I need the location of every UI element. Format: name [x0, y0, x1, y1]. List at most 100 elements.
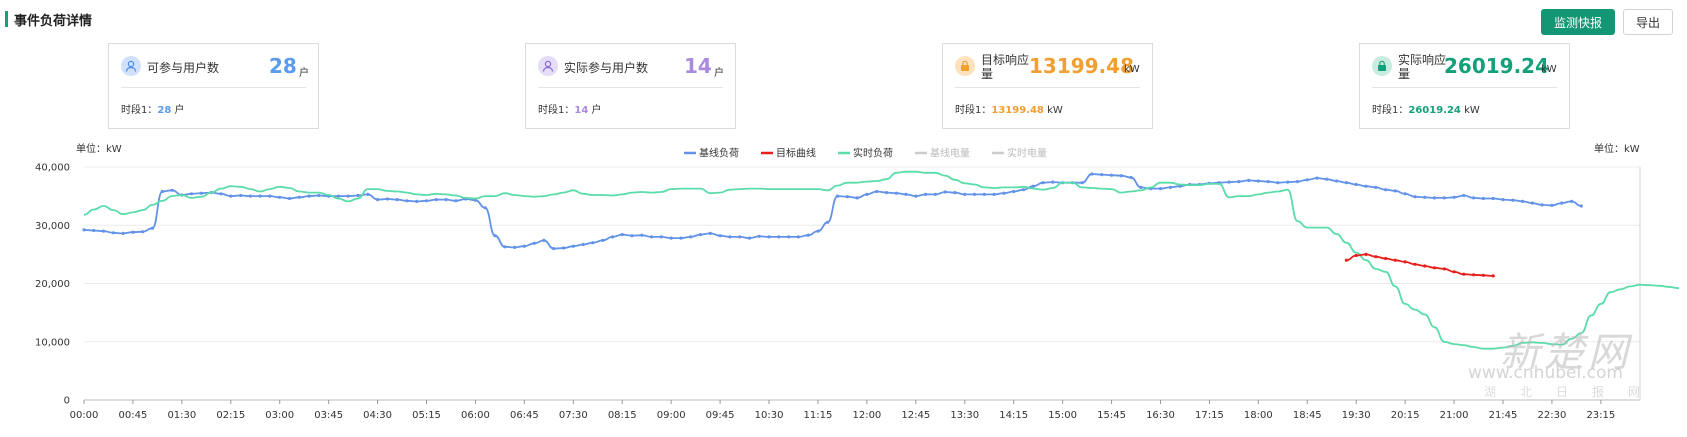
- x-tick-label: 09:00: [657, 410, 686, 421]
- data-point: [111, 231, 115, 235]
- x-tick-label: 17:15: [1195, 410, 1224, 421]
- data-point: [943, 190, 947, 194]
- data-point: [708, 231, 712, 235]
- card-period: 时段1：14 户: [538, 105, 602, 116]
- data-point: [513, 245, 517, 249]
- data-point: [738, 235, 742, 239]
- data-point: [972, 192, 977, 196]
- data-point: [1521, 199, 1525, 203]
- data-point: [845, 195, 849, 199]
- data-point: [963, 192, 967, 196]
- data-point: [1080, 181, 1084, 185]
- data-point: [1530, 201, 1534, 205]
- legend-item: 基线负荷: [699, 147, 739, 160]
- data-point: [1364, 252, 1368, 256]
- data-point: [141, 230, 145, 234]
- x-tick-label: 03:00: [265, 410, 294, 421]
- card-period: 时段1：26019.24 kW: [1372, 105, 1480, 116]
- data-point: [1168, 185, 1172, 189]
- data-point: [239, 193, 243, 198]
- data-point: [1550, 203, 1554, 207]
- watermark: 新楚网 www.cnhubei.com 湖北日报网: [1440, 320, 1680, 400]
- data-point: [229, 194, 233, 198]
- data-point: [1462, 272, 1466, 276]
- data-point: [150, 226, 155, 230]
- export-button[interactable]: 导出: [1623, 9, 1673, 35]
- monitor-report-button[interactable]: 监测快报: [1541, 9, 1615, 35]
- card-period: 时段1：28 户: [121, 105, 185, 116]
- data-point: [199, 191, 203, 195]
- data-point: [1354, 182, 1358, 187]
- data-point: [1354, 253, 1358, 258]
- data-point: [190, 192, 194, 196]
- x-tick-label: 06:45: [510, 410, 539, 421]
- data-point: [1335, 179, 1339, 183]
- data-point: [571, 244, 575, 248]
- x-tick-label: 00:00: [70, 410, 99, 421]
- data-point: [904, 192, 908, 196]
- y-axis-unit-right: 单位：kW: [1594, 142, 1640, 155]
- lock-icon: [955, 56, 975, 76]
- watermark-url: www.cnhubei.com: [1468, 363, 1623, 383]
- data-point: [415, 199, 419, 203]
- x-tick-label: 15:00: [1048, 410, 1077, 421]
- data-point: [1452, 270, 1456, 274]
- user-icon: [538, 56, 558, 76]
- data-point: [826, 220, 830, 224]
- data-point: [777, 235, 781, 239]
- x-tick-label: 02:15: [216, 410, 245, 421]
- data-point: [1002, 191, 1006, 195]
- data-point: [356, 193, 360, 198]
- card-label: 可参与用户数: [147, 61, 220, 75]
- user-icon: [121, 56, 141, 76]
- data-point: [542, 238, 546, 242]
- y-tick-label: 40,000: [35, 163, 70, 174]
- x-tick-label: 18:00: [1244, 410, 1273, 421]
- data-point: [1432, 196, 1437, 200]
- data-point: [1374, 185, 1378, 189]
- legend-item: 基线电量: [930, 147, 970, 160]
- data-point: [1452, 195, 1456, 199]
- data-point: [1295, 180, 1300, 184]
- load-chart: 单位：kW 单位：kW 0 10,000 20,000 30,000 40,000 00:00…: [35, 142, 1680, 421]
- data-point: [718, 234, 722, 238]
- data-point: [816, 229, 820, 233]
- x-tick-label: 09:45: [706, 410, 735, 421]
- data-point: [679, 236, 683, 240]
- card-divider: [1372, 87, 1557, 88]
- card-unit: 户: [299, 68, 309, 79]
- data-point: [1384, 256, 1388, 261]
- data-point: [1227, 180, 1231, 184]
- data-point: [982, 192, 986, 196]
- data-point: [620, 233, 624, 237]
- x-tick-label: 12:45: [901, 410, 930, 421]
- data-point: [317, 193, 321, 198]
- data-point: [884, 191, 889, 195]
- data-point: [297, 195, 301, 199]
- data-point: [1540, 203, 1544, 207]
- x-tick-label: 19:30: [1342, 410, 1371, 421]
- data-point: [894, 191, 898, 195]
- data-point: [493, 234, 497, 238]
- x-tick-label: 21:00: [1440, 410, 1469, 421]
- data-point: [1491, 274, 1495, 278]
- data-point: [1393, 258, 1397, 262]
- card-target-response: 目标响应量 13199.48 kW 时段1：13199.48 kW: [942, 43, 1153, 129]
- card-divider: [121, 87, 306, 88]
- data-point: [689, 235, 693, 239]
- card-value: 14: [684, 54, 712, 78]
- data-point: [82, 228, 86, 232]
- card-label: 实际参与用户数: [564, 61, 649, 75]
- data-point: [914, 194, 918, 198]
- data-point: [757, 234, 761, 238]
- data-point: [581, 242, 585, 247]
- data-point: [1305, 178, 1309, 182]
- data-point: [424, 199, 429, 203]
- data-point: [1158, 187, 1163, 191]
- data-point: [1286, 180, 1290, 184]
- data-point: [1560, 201, 1564, 205]
- data-point: [170, 188, 174, 192]
- data-point: [806, 233, 810, 237]
- data-point: [346, 194, 350, 198]
- data-point: [1364, 184, 1368, 188]
